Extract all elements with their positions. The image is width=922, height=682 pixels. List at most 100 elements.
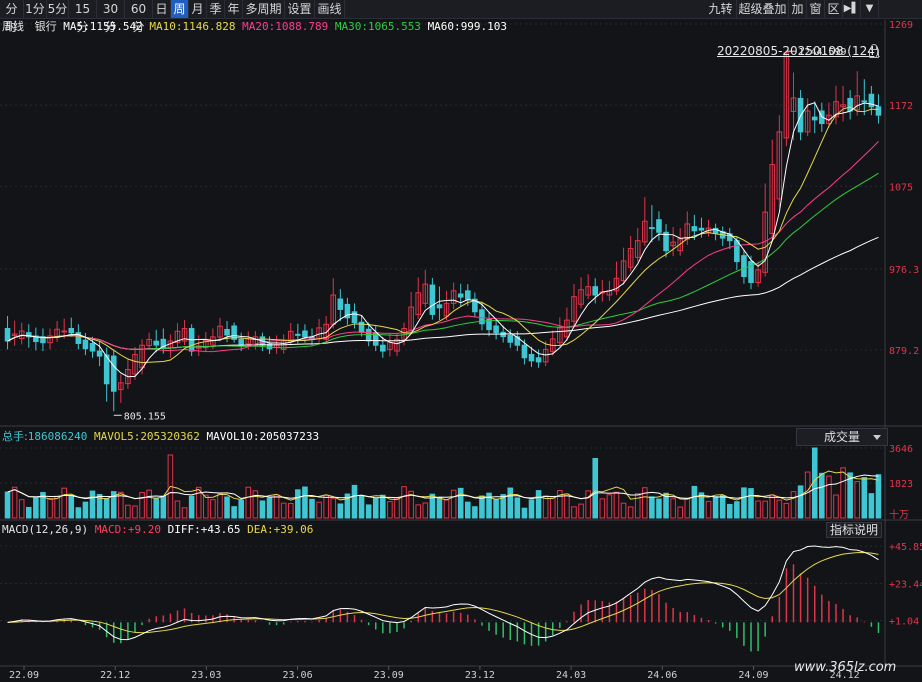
- volume-bar: [82, 501, 89, 519]
- candle-body: [698, 227, 705, 231]
- volume-bar: [769, 494, 776, 519]
- volume-bar: [585, 490, 591, 519]
- volume-bar: [323, 494, 329, 519]
- toolbar-right-2[interactable]: 加: [789, 0, 807, 18]
- candle-body: [33, 335, 39, 343]
- candle-body: [776, 131, 783, 200]
- period-tab-7[interactable]: 周: [171, 0, 189, 18]
- indicator-help-button[interactable]: 指标说明: [826, 522, 882, 538]
- candle-body: [181, 327, 188, 342]
- candle-body: [443, 302, 450, 317]
- volume-bar: [174, 500, 181, 519]
- toolbar-right-4[interactable]: 区: [825, 0, 843, 18]
- candle-body: [380, 344, 386, 352]
- volume-bar: [146, 489, 152, 519]
- volume-bar: [620, 502, 627, 519]
- volume-bar: [840, 467, 846, 519]
- ma5-label: MA5:: [63, 20, 90, 33]
- candle-body: [4, 327, 11, 342]
- period-tab-1[interactable]: 1分: [24, 0, 47, 18]
- candle-body: [571, 296, 577, 322]
- date-axis-label: 24.03: [556, 670, 586, 681]
- volume-bar: [719, 495, 726, 519]
- volume-bar: [280, 502, 287, 519]
- period-tab-4[interactable]: 30分: [97, 0, 125, 34]
- date-axis-label: 23.09: [374, 670, 404, 681]
- ma5-line: [7, 102, 879, 378]
- date-axis-label: 24.12: [830, 670, 860, 681]
- candle-body: [118, 382, 124, 391]
- volume-bar: [642, 487, 648, 519]
- candle-body: [436, 304, 443, 309]
- candle-body: [394, 338, 400, 352]
- volume-bar: [677, 506, 683, 519]
- volume-bar: [372, 498, 379, 519]
- volume-indicator-dropdown[interactable]: 成交量: [796, 428, 888, 446]
- date-axis-label: 23.12: [465, 670, 495, 681]
- toolbar-right-3[interactable]: 窗: [807, 0, 825, 18]
- volume-bar: [273, 494, 280, 519]
- lock-icon[interactable]: [869, 44, 879, 58]
- candle-body: [132, 354, 138, 375]
- volume-bar: [4, 491, 11, 519]
- volume-bar: [316, 501, 322, 519]
- mavol5-label: MAVOL5:: [93, 430, 141, 443]
- candle-body: [464, 290, 471, 300]
- volume-bar: [40, 492, 46, 519]
- volume-bar: [266, 497, 273, 519]
- ma10-label: MA10:: [149, 20, 183, 33]
- volume-bar: [224, 496, 230, 519]
- volume-bar: [741, 487, 747, 519]
- volume-bar: [627, 506, 634, 519]
- chevron-down-icon[interactable]: ▼: [861, 0, 879, 18]
- toolbar-right-0[interactable]: 九转: [705, 0, 737, 18]
- volume-bar: [203, 494, 209, 519]
- date-axis-label: 24.06: [647, 670, 677, 681]
- volume-bar: [479, 495, 485, 519]
- volume-bar: [195, 486, 202, 519]
- period-tab-13[interactable]: 画线: [315, 0, 345, 18]
- period-tab-2[interactable]: 5分: [47, 0, 69, 18]
- candle-body: [457, 293, 464, 298]
- volume-bar: [663, 492, 669, 519]
- volume-unit-label: 十万: [889, 508, 909, 521]
- volume-legend: 总手:186086240 MAVOL5:205320362 MAVOL10:20…: [2, 430, 319, 444]
- macd-legend: MACD(12,26,9) MACD:+9.20 DIFF:+43.65 DEA…: [2, 523, 313, 537]
- candle-body: [847, 97, 853, 112]
- mavol10-value: 205037233: [259, 430, 320, 443]
- volume-bar: [217, 493, 223, 519]
- period-tab-6[interactable]: 日: [153, 0, 171, 18]
- play-next-icon[interactable]: ▶▌: [843, 0, 861, 18]
- candle-body: [47, 335, 53, 344]
- volume-bar: [847, 472, 853, 519]
- candle-body: [811, 116, 818, 121]
- date-axis-label: 24.09: [738, 670, 768, 681]
- volume-axis-label: 3646: [889, 444, 913, 455]
- date-range-label[interactable]: 20220805-20250108 (124): [717, 44, 880, 58]
- toolbar-right-1[interactable]: 超级叠加: [737, 0, 789, 18]
- period-tab-0[interactable]: 分时: [0, 0, 24, 34]
- candle-body: [528, 353, 535, 362]
- period-tab-12[interactable]: 设置: [285, 0, 315, 18]
- volume-bar: [394, 497, 400, 519]
- volume-bar: [698, 492, 705, 519]
- candle-body: [146, 338, 152, 347]
- candle-body: [833, 101, 839, 118]
- period-tab-9[interactable]: 季: [207, 0, 225, 18]
- period-tab-8[interactable]: 月: [189, 0, 207, 18]
- volume-bar: [68, 494, 75, 519]
- candle-body: [295, 333, 301, 336]
- volume-bar: [578, 503, 584, 519]
- volume-bar: [493, 498, 499, 519]
- period-tab-10[interactable]: 年: [225, 0, 243, 18]
- volume-bar: [387, 501, 393, 519]
- candle-body: [174, 330, 181, 343]
- candle-body: [429, 284, 436, 315]
- candle-body: [75, 332, 82, 344]
- period-tab-11[interactable]: 多周期: [243, 0, 285, 18]
- volume-bar: [762, 500, 768, 519]
- volume-bar: [684, 497, 691, 519]
- candle-body: [875, 106, 882, 116]
- candle-body: [868, 93, 875, 108]
